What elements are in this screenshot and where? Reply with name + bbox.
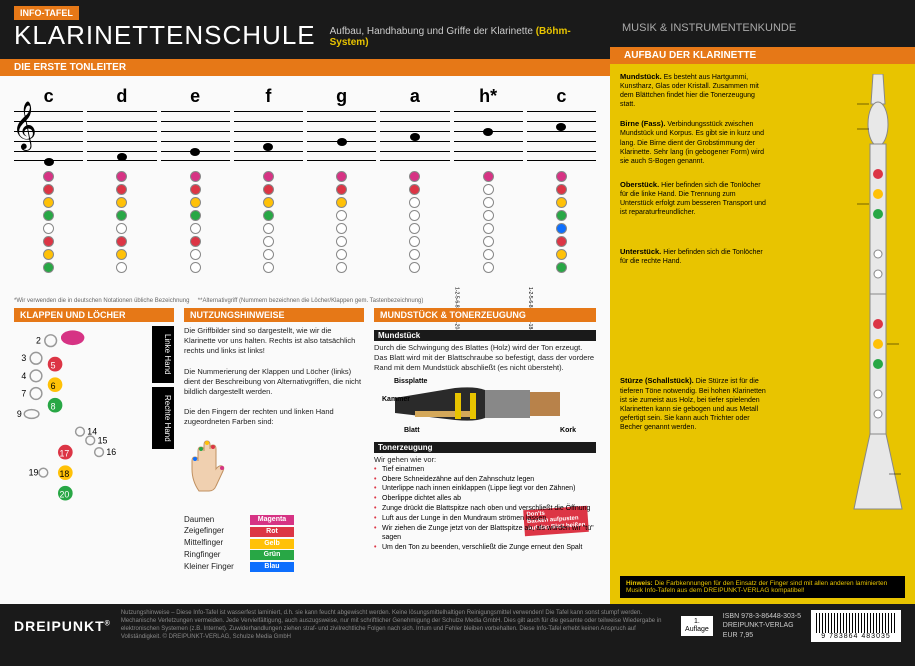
footer: DREIPUNKT® Nutzungshinweise – Diese Info… <box>0 604 915 648</box>
hand-icon <box>184 431 244 501</box>
usage-text: Die Griffbilder sind so dargestellt, wie… <box>184 326 364 573</box>
anatomy-part: Birne (Fass). Verbindungsstück zwischen … <box>620 119 770 165</box>
finger-row: ZeigefingerRot <box>184 526 364 537</box>
keys-heading: KLAPPEN UND LÖCHER <box>14 308 174 322</box>
note-col: c <box>14 86 83 294</box>
svg-text:16: 16 <box>106 447 116 457</box>
tone-intro: Wir gehen wie vor: <box>374 455 596 465</box>
svg-text:19: 19 <box>29 468 39 478</box>
note-col: d <box>87 86 156 294</box>
isbn-block: ISBN 978-3-86448-303-5DREIPUNKT-VERLAGEU… <box>723 612 801 639</box>
right-hand-label: Rechte Hand <box>152 387 174 450</box>
svg-text:1: 1 <box>58 334 63 344</box>
svg-text:20: 20 <box>59 490 69 500</box>
mp-sub2: Tonerzeugung <box>374 442 596 453</box>
step-item: Unterlippe nach innen einklappen (Lippe … <box>374 484 596 494</box>
info-tag: INFO-TAFEL <box>14 6 79 20</box>
scale-row: cdefgah*1-2-5-6-8-17-18-20-24c1-2-5-6-8-… <box>0 76 610 298</box>
left-hand-label: Linke Hand <box>152 326 174 382</box>
finger-row: Kleiner FingerBlau <box>184 562 364 573</box>
anatomy-section: Mundstück. Es besteht aus Hartgummi, Kun… <box>610 64 915 570</box>
note-col: f <box>234 86 303 294</box>
scale-footnotes: *Wir verwenden die in deutschen Notation… <box>0 298 610 308</box>
svg-text:14: 14 <box>87 427 97 437</box>
note-col: g <box>307 86 376 294</box>
svg-text:4: 4 <box>21 371 26 381</box>
svg-text:15: 15 <box>98 436 108 446</box>
mp-text: Durch die Schwingung des Blattes (Holz) … <box>374 343 596 373</box>
step-item: Wir ziehen die Zunge jetzt von der Blatt… <box>374 524 596 544</box>
anatomy-heading: AUFBAU DER KLARINETTE <box>610 47 915 64</box>
svg-text:17: 17 <box>59 449 69 459</box>
finger-row: RingfingerGrün <box>184 550 364 561</box>
step-item: Oberlippe dichtet alles ab <box>374 494 596 504</box>
step-item: Luft aus der Lunge in den Mundraum ström… <box>374 514 596 524</box>
hint-box: Hinweis: Die Farbkennungen für den Einsa… <box>620 576 905 598</box>
finger-row: MittelfingerGelb <box>184 538 364 549</box>
publisher-logo: DREIPUNKT® <box>14 618 111 634</box>
mp-sub1: Mundstück <box>374 330 596 341</box>
header-right: MUSIK & INSTRUMENTENKUNDE <box>610 0 915 47</box>
keys-diagram: 1 2 3 4 5 6 7 8 9 14 15 16 17 <box>14 326 174 466</box>
edition-badge: 1.Auflage <box>681 616 713 637</box>
svg-text:8: 8 <box>51 402 56 412</box>
step-item: Um den Ton zu beenden, verschließt die Z… <box>374 543 596 553</box>
anatomy-part: Mundstück. Es besteht aus Hartgummi, Kun… <box>620 72 770 109</box>
svg-text:5: 5 <box>51 361 56 371</box>
anatomy-part: Oberstück. Hier befinden sich die Tonlöc… <box>620 180 770 217</box>
note-col: a <box>380 86 449 294</box>
svg-text:6: 6 <box>51 381 56 391</box>
anatomy-part: Stürze (Schallstück). Die Stürze ist für… <box>620 376 770 432</box>
svg-text:2: 2 <box>36 336 41 346</box>
tone-steps: Tief einatmenObere Schneidezähne auf den… <box>374 465 596 553</box>
svg-text:18: 18 <box>59 469 69 479</box>
usage-heading: NUTZUNGSHINWEISE <box>184 308 364 322</box>
step-item: Zunge drückt die Blattspitze nach oben u… <box>374 504 596 514</box>
svg-text:7: 7 <box>21 389 26 399</box>
step-item: Obere Schneidezähne auf den Zahnschutz l… <box>374 475 596 485</box>
note-col: h*1-2-5-6-8-17-18-20-24 <box>454 86 523 294</box>
note-col: e <box>161 86 230 294</box>
mouthpiece-diagram: Bissplatte Kammer Blatt Kork <box>374 378 596 434</box>
keys-svg: 1 2 3 4 5 6 7 8 9 14 15 16 17 <box>14 326 146 531</box>
footer-text: Nutzungshinweise – Diese Info-Tafel ist … <box>121 610 671 641</box>
header-left: INFO-TAFEL KLARINETTENSCHULE Aufbau, Han… <box>0 0 610 59</box>
finger-row: DaumenMagenta <box>184 515 364 526</box>
anatomy-part: Unterstück. Hier befinden sich die Tonlö… <box>620 247 770 266</box>
scale-heading: DIE ERSTE TONLEITER <box>0 59 610 76</box>
barcode: 9 783864 483035 <box>811 610 901 642</box>
subtitle: Aufbau, Handhabung und Griffe der Klarin… <box>330 26 596 48</box>
clarinet-icon <box>849 74 907 514</box>
mouthpiece-heading: MUNDSTÜCK & TONERZEUGUNG <box>374 308 596 322</box>
svg-text:9: 9 <box>17 409 22 419</box>
step-item: Tief einatmen <box>374 465 596 475</box>
note-col: c1-2-5-6-8-14-17-18-20 <box>527 86 596 294</box>
svg-text:3: 3 <box>21 353 26 363</box>
main-title: KLARINETTENSCHULE <box>14 20 316 51</box>
